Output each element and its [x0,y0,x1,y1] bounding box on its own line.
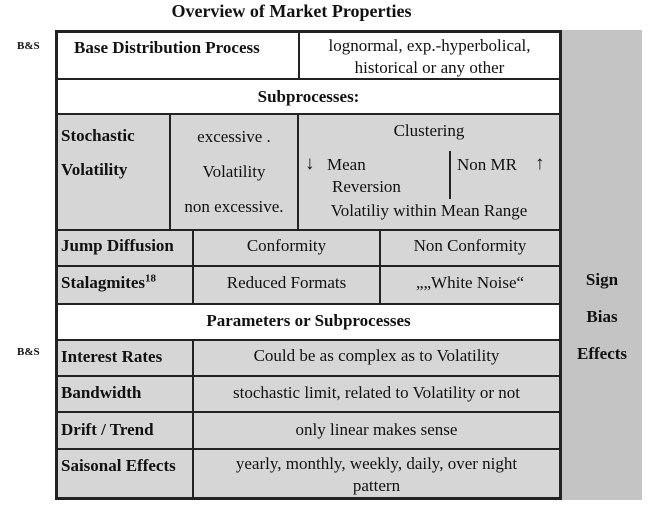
base-label: Base Distribution Process [74,38,260,57]
jump-label-cell: Jump Diffusion [57,230,193,266]
bandwidth-label-cell: Bandwidth [57,376,193,412]
base-value-cell: lognormal, exp.-hyperbolical, historical… [299,32,560,79]
page-title: Overview of Market Properties [171,1,412,21]
reduced-formats-cell: Reduced Formats [193,266,380,304]
arrow-down-icon: ↓ [305,153,315,174]
bandwidth-value-cell: stochastic limit, related to Volatility … [193,376,560,412]
clustering-text: Clustering [393,121,465,140]
saisonal-value-line2: pattern [352,476,401,495]
sign-bias-effects-column: Sign Bias Effects [560,30,642,500]
saisonal-value-cell: yearly, monthly, weekly, daily, over nig… [193,449,560,498]
parameters-label: Parameters or Subprocesses [206,311,411,330]
drift-label-cell: Drift / Trend [57,412,193,449]
arrow-up-icon: ↑ [535,153,545,174]
reduced-formats-text: Reduced Formats [226,273,347,292]
volatility-excess-cell: excessive . Volatility non excessive. [170,114,298,230]
stochastic-label-line1: Stochastic [61,126,135,145]
stalagmites-label-cell: Stalagmites18 [57,266,193,304]
drift-label: Drift / Trend [61,420,154,439]
saisonal-value-line1: yearly, monthly, weekly, daily, over nig… [235,454,518,473]
base-value-line2: historical or any other [354,58,505,77]
side-label-bs-top: B&S [17,40,40,52]
white-noise-cell: „„White Noise“ [380,266,560,304]
non-mr-text: Non MR [457,155,517,174]
within-mean-range-text: Volatiliy within Mean Range [330,201,528,220]
stalagmites-label: Stalagmites [61,273,146,292]
interest-value-cell: Could be as complex as to Volatility [193,340,560,376]
subprocesses-header: Subprocesses: [57,79,560,114]
footnote-marker: 18 [145,272,157,285]
conformity-cell: Conformity [193,230,380,266]
effects-label: Effects [576,344,628,363]
non-conformity-cell: Non Conformity [380,230,560,266]
base-value-line1: lognormal, exp.-hyperbolical, [328,36,531,55]
sign-label: Sign [585,270,619,289]
reversion-text: Reversion [332,177,401,196]
clustering-cell: Clustering ↓ Mean Reversion Non MR ↑ Vol… [298,114,560,230]
interest-value: Could be as complex as to Volatility [253,346,500,365]
bandwidth-label: Bandwidth [61,383,142,402]
base-label-cell: Base Distribution Process [57,32,299,79]
white-noise-text: „„White Noise“ [415,273,525,292]
volatility-text: Volatility [202,162,266,181]
bias-label: Bias [586,307,618,326]
interest-label-cell: Interest Rates [57,340,193,376]
parameters-header: Parameters or Subprocesses [57,304,560,340]
interest-label: Interest Rates [61,347,163,366]
drift-value-cell: only linear makes sense [193,412,560,449]
non-conformity-text: Non Conformity [413,236,527,255]
saisonal-label: Saisonal Effects [61,456,176,475]
stochastic-label-line2: Volatility [61,160,128,179]
drift-value: only linear makes sense [295,420,458,439]
bandwidth-value: stochastic limit, related to Volatility … [233,383,520,402]
subprocesses-label: Subprocesses: [257,87,360,106]
conformity-text: Conformity [246,236,327,255]
mean-text: Mean [327,155,366,174]
saisonal-label-cell: Saisonal Effects [57,449,193,498]
excessive-text: excessive . [197,127,271,146]
side-label-bs-bottom: B&S [17,346,40,358]
jump-label: Jump Diffusion [61,236,174,255]
stochastic-label-cell: Stochastic Volatility [57,114,170,230]
non-excessive-text: non excessive. [184,197,284,216]
mr-divider [449,151,451,199]
